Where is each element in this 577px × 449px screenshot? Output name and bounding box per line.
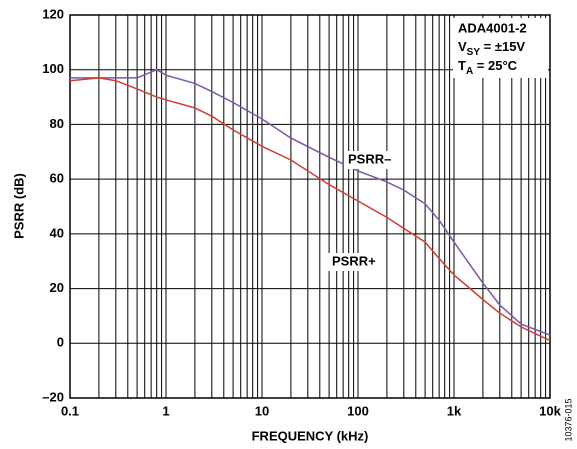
x-tick-label: 100 — [347, 403, 369, 418]
annotation-part: = ±15V — [480, 39, 525, 54]
y-tick-label: 60 — [50, 171, 64, 186]
figure-id: 10376-015 — [563, 398, 573, 441]
annotation-device: ADA4001-2 — [458, 20, 527, 35]
y-tick-label: 100 — [42, 61, 64, 76]
x-tick-label: 10 — [255, 403, 269, 418]
y-tick-label: 0 — [57, 335, 64, 350]
annotation-part: SY — [467, 47, 481, 58]
annotation-supply: VSY = ±15V — [458, 39, 525, 57]
y-tick-label: 40 — [50, 225, 64, 240]
legend-label-bg — [344, 151, 398, 169]
x-tick-label: 1k — [447, 403, 462, 418]
x-tick-label: 1 — [162, 403, 169, 418]
series-line — [69, 77, 551, 342]
annotation-part: V — [458, 39, 467, 54]
annotation-part: T — [458, 58, 466, 73]
annotation-part: A — [466, 66, 473, 77]
x-axis-title: FREQUENCY (kHz) — [252, 428, 369, 443]
x-tick-label: 10k — [539, 403, 561, 418]
annotation-part: = 25°C — [473, 58, 517, 73]
y-axis-title: PSRR (dB) — [11, 173, 26, 239]
y-tick-label: 20 — [50, 280, 64, 295]
legend-label: PSRR+ — [332, 253, 376, 268]
annotation-temperature: TA = 25°C — [458, 58, 518, 76]
y-tick-label: 80 — [50, 116, 64, 131]
annotation-bg — [453, 18, 548, 78]
plot-area — [69, 14, 551, 399]
y-tick-label: –20 — [42, 389, 64, 404]
legend-label-bg — [328, 253, 382, 271]
legend-label: PSRR– — [348, 151, 391, 166]
y-tick-label: 120 — [42, 6, 64, 21]
x-tick-label: 0.1 — [61, 403, 79, 418]
series-line — [70, 68, 551, 336]
